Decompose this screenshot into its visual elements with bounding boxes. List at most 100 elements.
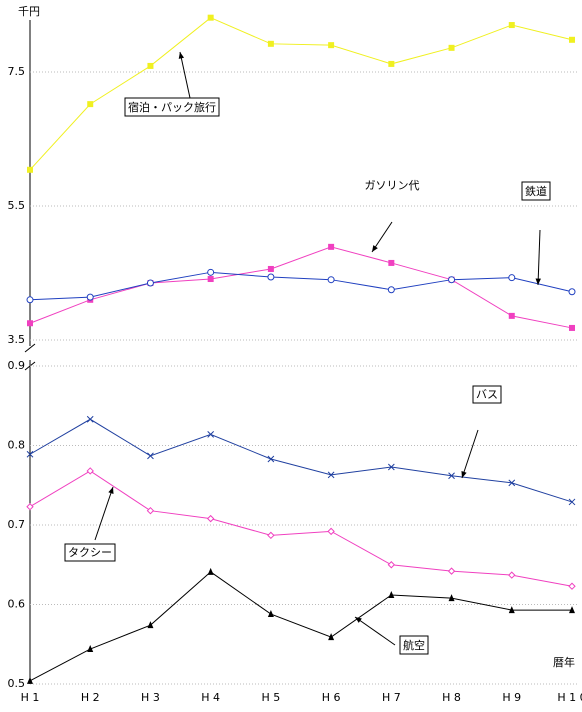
arrow-shaft [94, 486, 114, 541]
y-tick-label: 7.5 [8, 65, 26, 78]
x-axis-label: 暦年 [553, 655, 575, 669]
marker [387, 561, 396, 569]
marker [569, 324, 575, 331]
marker [27, 676, 33, 684]
marker [146, 506, 155, 515]
x-tick-label: H 9 [502, 691, 521, 704]
arrow-head [178, 52, 185, 59]
y-tick-label: 0.7 [8, 518, 26, 531]
x-tick-label: H 8 [442, 691, 461, 704]
marker [388, 60, 395, 67]
label-box [472, 385, 502, 404]
series-label: タクシー [68, 546, 112, 559]
marker [448, 276, 456, 284]
marker [508, 312, 515, 319]
marker [267, 610, 274, 618]
marker [569, 606, 575, 614]
marker [568, 498, 576, 506]
marker [387, 286, 395, 294]
x-tick-label: H 3 [141, 691, 160, 704]
marker [388, 259, 395, 266]
marker [207, 276, 214, 283]
x-tick-label: H 2 [81, 691, 100, 704]
marker [508, 479, 516, 487]
series-label: バス [476, 388, 498, 401]
marker [207, 567, 214, 575]
series-line [29, 271, 573, 301]
marker [448, 44, 455, 51]
arrow-head [535, 278, 541, 285]
label-box [399, 635, 429, 655]
marker [146, 279, 154, 287]
marker [508, 22, 515, 29]
marker [508, 274, 516, 282]
y-tick-label: 0.9 [8, 359, 26, 372]
label-box [64, 543, 116, 562]
marker [327, 527, 335, 536]
marker [327, 471, 335, 479]
arrow-shaft [537, 229, 541, 286]
y-tick-label: 0.5 [8, 677, 26, 690]
series-label: ガソリン代 [365, 179, 420, 192]
series-line [29, 571, 572, 682]
marker [568, 582, 576, 590]
marker [27, 166, 33, 173]
marker [147, 621, 154, 629]
label-box [521, 181, 551, 201]
marker [147, 62, 154, 69]
x-tick-label: H 5 [261, 691, 280, 704]
marker [448, 472, 455, 480]
axis-break [24, 343, 36, 353]
marker [86, 415, 94, 423]
marker [267, 455, 275, 463]
arrow-head [461, 471, 467, 478]
marker [26, 450, 34, 458]
x-tick-label: H 7 [382, 691, 401, 704]
y-unit: 千円 [18, 5, 40, 18]
marker [207, 14, 214, 21]
series-label: 宿泊・パック旅行 [128, 100, 216, 114]
series-label: 航空 [403, 638, 425, 652]
x-tick-label: H 6 [322, 691, 341, 704]
marker [147, 452, 154, 460]
y-tick-label: 0.6 [8, 598, 26, 611]
arrow-head [372, 245, 378, 252]
arrow-head [355, 617, 362, 623]
marker [328, 243, 335, 250]
x-tick-label: H 4 [201, 691, 220, 704]
marker [508, 606, 515, 614]
marker [207, 431, 215, 438]
marker [26, 296, 34, 304]
marker [328, 633, 335, 641]
marker [267, 273, 275, 281]
series-line [29, 418, 573, 503]
marker [447, 567, 456, 575]
marker [267, 531, 275, 540]
marker [568, 288, 576, 296]
y-tick-label: 5.5 [8, 199, 26, 212]
x-tick-label: H 1 0 [557, 691, 582, 704]
marker [448, 594, 455, 602]
label-box [124, 97, 220, 117]
y-tick-label: 0.8 [8, 439, 26, 452]
series-line [29, 17, 573, 171]
series-label: 鉄道 [525, 184, 547, 198]
marker [87, 645, 94, 653]
arrow-shaft [179, 51, 191, 99]
marker [267, 265, 274, 272]
arrow-head [108, 487, 114, 494]
marker [26, 503, 34, 511]
series-line [29, 246, 573, 329]
arrow-shaft [461, 429, 479, 479]
marker [206, 514, 215, 523]
marker [87, 101, 94, 108]
marker [328, 42, 335, 49]
marker [267, 40, 274, 47]
series-line [29, 470, 573, 587]
marker [327, 276, 335, 284]
y-tick-label: 3.5 [8, 333, 26, 346]
arrow-shaft [354, 616, 396, 646]
marker [387, 463, 395, 471]
marker [508, 571, 516, 579]
